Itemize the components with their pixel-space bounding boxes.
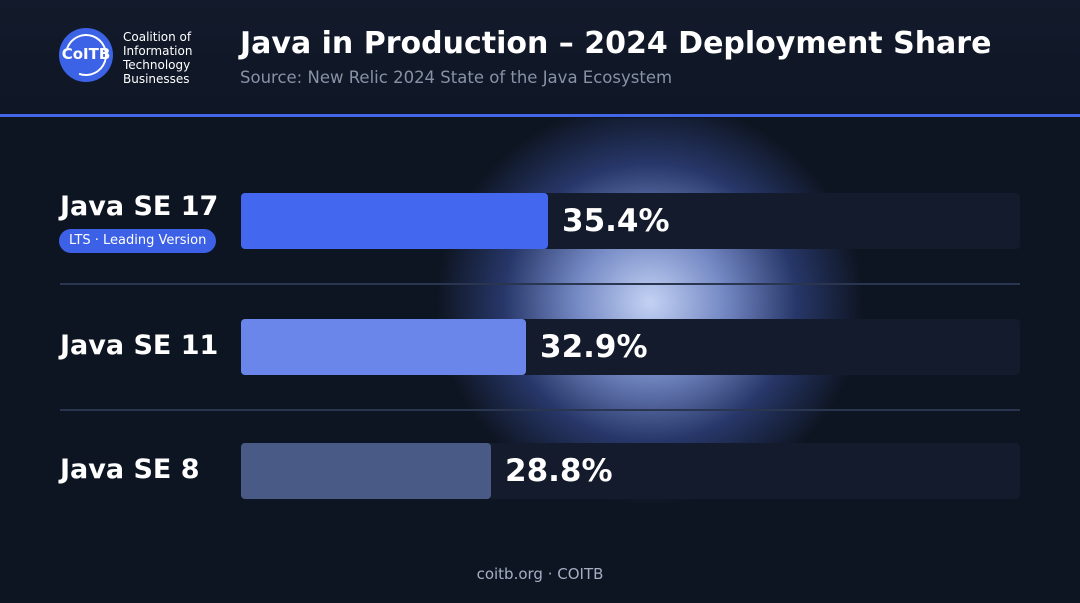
bar-track xyxy=(241,319,1020,375)
org-name-line: Information xyxy=(123,44,193,58)
bar xyxy=(241,319,526,375)
page-subtitle: Source: New Relic 2024 State of the Java… xyxy=(240,68,673,87)
category-label: Java SE 17 xyxy=(60,191,219,222)
bar-track xyxy=(241,443,1020,499)
org-name-line: Technology xyxy=(123,58,191,72)
header: CoITB Coalition of Information Technolog… xyxy=(0,0,1080,115)
value-label: 28.8% xyxy=(505,453,613,489)
logo-text: CoITB xyxy=(61,45,111,63)
row-divider xyxy=(60,283,1020,285)
bar-chart: Java SE 17 35.4% Java SE 11 32.9% Java S… xyxy=(0,117,1080,603)
value-label: 32.9% xyxy=(540,329,648,365)
org-name: Coalition of Information Technology Busi… xyxy=(123,30,223,86)
org-name-line: Coalition of xyxy=(123,30,192,44)
bar xyxy=(241,193,548,249)
lts-badge: LTS · Leading Version xyxy=(59,229,217,253)
bar-track xyxy=(241,193,1020,249)
row-divider xyxy=(60,409,1020,411)
category-label: Java SE 8 xyxy=(60,454,200,485)
coitb-logo: CoITB xyxy=(58,27,114,83)
category-label: Java SE 11 xyxy=(60,330,219,361)
bar xyxy=(241,443,491,499)
page-title: Java in Production – 2024 Deployment Sha… xyxy=(240,26,992,61)
header-divider xyxy=(0,114,1080,117)
org-name-line: Businesses xyxy=(123,72,190,86)
footer: coitb.org · COITB xyxy=(476,565,604,583)
value-label: 35.4% xyxy=(562,203,670,239)
